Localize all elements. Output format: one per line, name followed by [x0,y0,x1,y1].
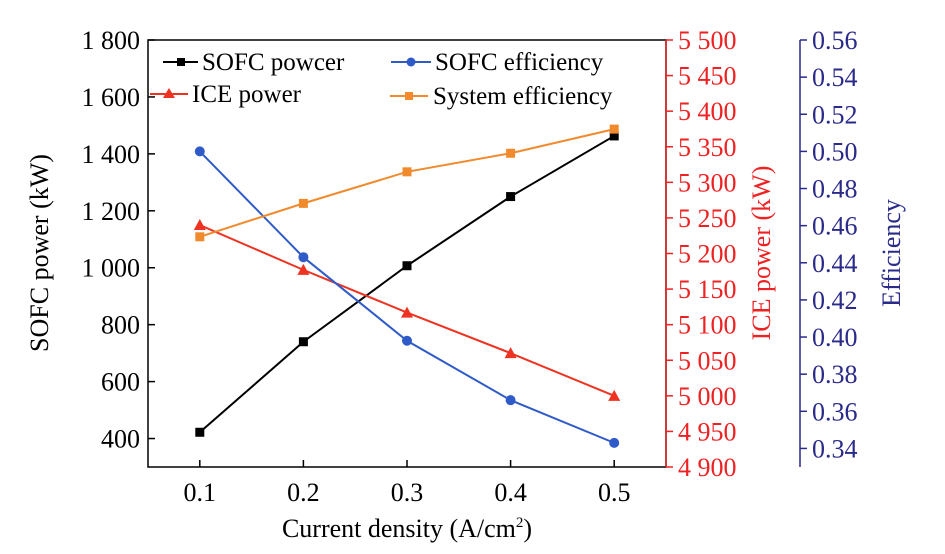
right2-tick-label: 0.36 [812,397,858,426]
left-tick-label: 1 200 [82,197,141,226]
data-point-series-2 [402,335,412,346]
right1-tick-label: 5 450 [678,62,737,91]
right2-tick-label: 0.56 [812,26,858,55]
right2-tick-label: 0.34 [812,434,858,463]
data-point-series-1 [608,389,621,401]
x-axis-title-main: Current density (A/cm [282,514,516,543]
data-point-series-0 [506,192,516,202]
right1-tick-label: 5 250 [678,204,737,233]
legend-item-ice-power: ICE power [150,81,302,108]
x-axis-title-end: ) [523,514,532,543]
data-point-series-2 [194,146,205,157]
left-tick-label: 600 [101,368,140,397]
efficiency-axis-title: Efficiency [877,199,906,307]
right2-tick-label: 0.44 [812,249,858,278]
right2-tick-label: 0.42 [812,286,858,315]
right2-tick-label: 0.50 [812,137,858,166]
x-axis-title: Current density (A/cm2) [282,514,532,543]
left-tick-label: 1 800 [82,26,141,55]
data-point-series-1 [401,306,413,318]
data-point-series-3 [298,198,308,208]
right2-tick-label: 0.46 [812,212,858,241]
data-point-series-3 [195,232,205,242]
right1-tick-label: 5 000 [678,382,737,411]
right2-tick-label: 0.54 [812,63,858,92]
data-point-series-2 [505,395,516,406]
series-group [193,124,621,448]
left-tick-label: 1 600 [82,83,141,112]
data-point-series-1 [504,347,517,359]
x-tick-label: 0.5 [598,478,631,507]
left-tick-label: 400 [101,425,140,454]
legend-label-system-efficiency: System efficiency [433,83,613,110]
right2-tick-label: 0.40 [812,323,858,352]
right1-tick-label: 4 950 [678,417,737,446]
ice-axis: 4 900 4 950 5 000 5 050 5 100 5 150 5 200 5 250… [665,26,737,482]
legend-item-system-efficiency: System efficiency [390,83,613,110]
legend-marker-sofc-power [177,58,185,66]
legend-item-sofc-power: SOFC powcer [163,49,345,76]
right1-tick-label: 5 150 [678,275,737,304]
left-tick-label: 1 000 [82,254,141,283]
legend-item-sofc-efficiency: SOFC efficiency [391,49,604,76]
right2-tick-label: 0.48 [812,175,858,204]
data-point-series-1 [297,263,310,275]
legend-marker-ice-power [163,88,175,98]
legend-label-ice-power: ICE power [192,81,302,108]
data-point-series-3 [506,148,516,158]
right1-tick-label: 5 050 [678,346,737,375]
right1-tick-label: 5 350 [678,133,737,162]
data-point-series-0 [609,131,619,141]
data-point-series-0 [402,261,412,271]
ice-axis-title: ICE power (kW) [747,166,776,341]
left-axis-title: SOFC power (kW) [25,154,54,352]
legend: SOFC powcer ICE power SOFC efficiency Sy… [150,49,613,110]
right2-tick-label: 0.52 [812,100,858,129]
data-point-series-2 [298,252,309,263]
left-tick-label: 800 [101,311,140,340]
left-axis: 400 600 800 1 000 1 200 1 400 1 600 1 800 [82,26,155,454]
series-line-2 [199,150,615,444]
data-point-series-1 [193,219,206,231]
legend-label-sofc-efficiency: SOFC efficiency [435,49,604,76]
x-tick-label: 0.3 [391,478,424,507]
right1-tick-label: 5 200 [678,240,737,269]
data-point-series-3 [609,124,619,134]
left-tick-label: 1 400 [82,140,141,169]
legend-marker-system-efficiency [405,92,413,100]
right1-tick-label: 5 100 [678,311,737,340]
legend-label-sofc-power: SOFC powcer [202,49,345,76]
right1-tick-label: 5 500 [678,26,737,55]
series-line-0 [199,135,615,434]
data-point-series-0 [195,427,205,437]
right2-tick-label: 0.38 [812,360,858,389]
right1-tick-label: 5 300 [678,168,737,197]
x-tick-label: 0.1 [184,478,217,507]
data-point-series-3 [402,167,412,177]
data-point-series-0 [298,337,308,347]
x-axis: 0.1 0.2 0.3 0.4 0.5 [184,460,631,507]
data-point-series-2 [609,437,620,448]
x-tick-label: 0.4 [494,478,527,507]
right1-tick-label: 4 900 [678,453,737,482]
series-line-3 [199,128,615,238]
x-tick-label: 0.2 [287,478,320,507]
efficiency-axis: 0.34 0.36 0.38 0.40 0.42 0.44 0.46 0.48 0.50 0.52… [799,26,858,467]
right1-tick-label: 5 400 [678,97,737,126]
x-axis-title-sup: 2 [516,515,524,531]
legend-marker-sofc-efficiency [406,57,416,67]
